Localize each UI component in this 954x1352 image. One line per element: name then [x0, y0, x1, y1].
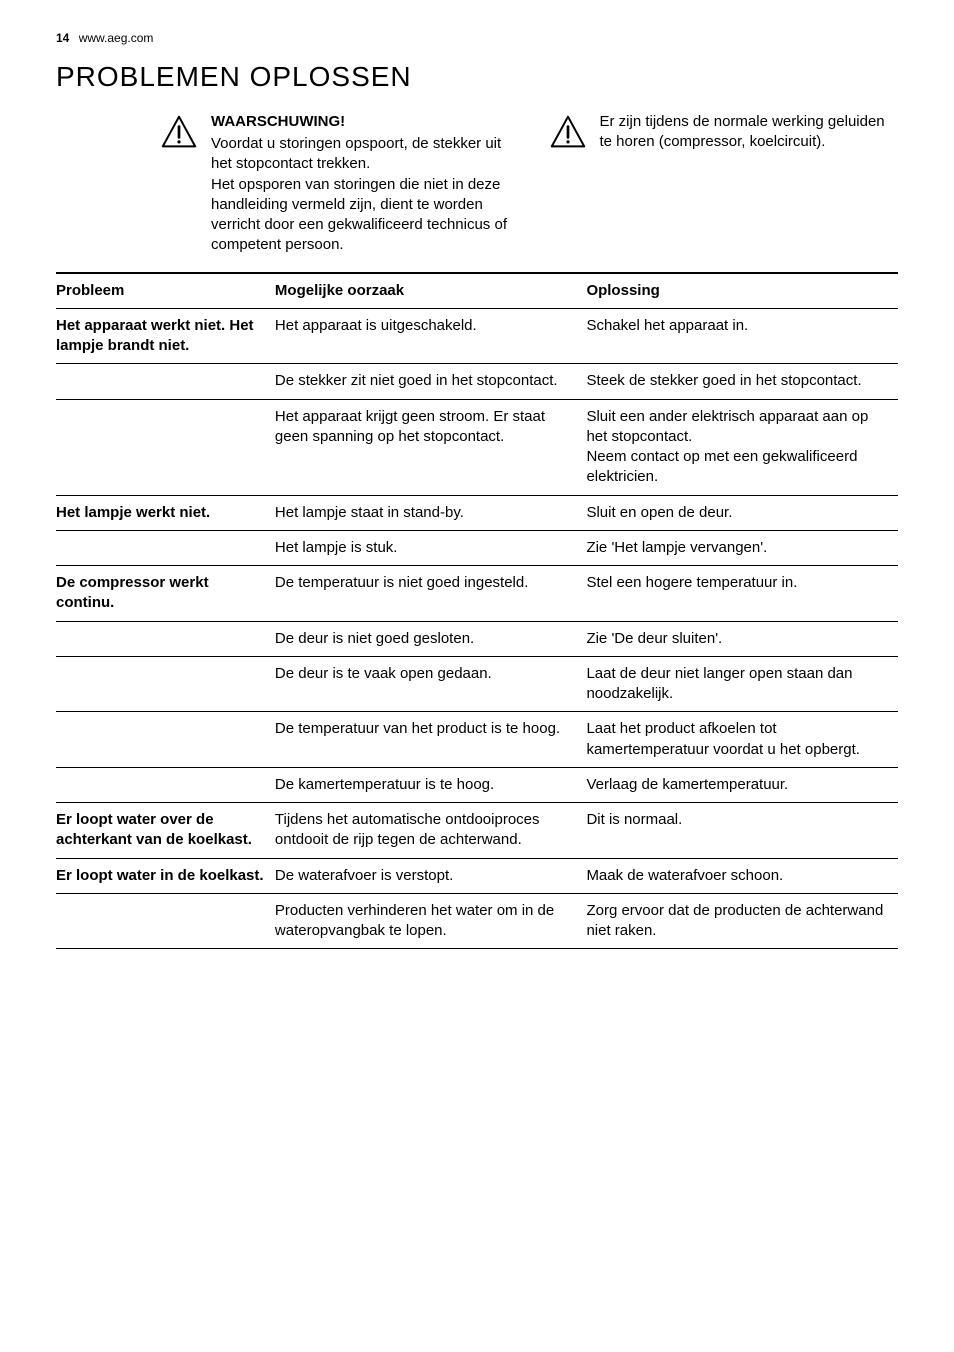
table-row: Er loopt water in de koelkast.De wateraf… [56, 858, 898, 893]
warning-text: WAARSCHUWING! Voordat u storingen opspoo… [211, 112, 510, 256]
notice-row: WAARSCHUWING! Voordat u storingen opspoo… [56, 112, 898, 256]
table-row: De deur is niet goed gesloten.Zie 'De de… [56, 621, 898, 656]
cell-cause: De temperatuur van het product is te hoo… [275, 712, 587, 768]
table-row: Het apparaat werkt niet. Het lampje bran… [56, 308, 898, 364]
cell-cause: Producten verhinderen het water om in de… [275, 893, 587, 949]
cell-solution: Steek de stekker goed in het stopcontact… [586, 364, 898, 399]
cell-solution: Verlaag de kamertemperatuur. [586, 767, 898, 802]
cell-problem: Het apparaat werkt niet. Het lampje bran… [56, 308, 275, 364]
page-number: 14 [56, 31, 69, 45]
troubleshooting-table: Probleem Mogelijke oorzaak Oplossing Het… [56, 272, 898, 950]
cell-solution: Laat de deur niet langer open staan dan … [586, 656, 898, 712]
cell-cause: De waterafvoer is verstopt. [275, 858, 587, 893]
cell-problem [56, 712, 275, 768]
cell-problem: Er loopt water over de achterkant van de… [56, 803, 275, 859]
table-row: De compressor werkt continu.De temperatu… [56, 566, 898, 622]
table-row: Het lampje is stuk.Zie 'Het lampje verva… [56, 530, 898, 565]
table-row: Producten verhinderen het water om in de… [56, 893, 898, 949]
table-header-row: Probleem Mogelijke oorzaak Oplossing [56, 273, 898, 309]
warning-heading: WAARSCHUWING! [211, 112, 510, 132]
cell-problem [56, 530, 275, 565]
cell-cause: De deur is niet goed gesloten. [275, 621, 587, 656]
cell-solution: Maak de waterafvoer schoon. [586, 858, 898, 893]
page-header: 14 www.aeg.com [56, 30, 898, 46]
cell-problem [56, 621, 275, 656]
warning-box: WAARSCHUWING! Voordat u storingen opspoo… [56, 112, 510, 256]
cell-solution: Sluit en open de deur. [586, 495, 898, 530]
cell-cause: Tijdens het automatische ontdooiproces o… [275, 803, 587, 859]
warning-triangle-icon [161, 114, 197, 150]
cell-problem: Er loopt water in de koelkast. [56, 858, 275, 893]
cell-cause: Het lampje is stuk. [275, 530, 587, 565]
table-row: Er loopt water over de achterkant van de… [56, 803, 898, 859]
table-row: De stekker zit niet goed in het stopcont… [56, 364, 898, 399]
cell-solution: Laat het product afkoelen tot kamertempe… [586, 712, 898, 768]
info-triangle-icon [550, 114, 586, 150]
col-cause: Mogelijke oorzaak [275, 273, 587, 309]
table-row: De temperatuur van het product is te hoo… [56, 712, 898, 768]
cell-cause: De temperatuur is niet goed ingesteld. [275, 566, 587, 622]
note-text: Er zijn tijdens de normale werking gelui… [600, 112, 899, 256]
site-url: www.aeg.com [79, 31, 154, 45]
col-solution: Oplossing [586, 273, 898, 309]
cell-cause: De kamertemperatuur is te hoog. [275, 767, 587, 802]
cell-solution: Zorg ervoor dat de producten de achterwa… [586, 893, 898, 949]
cell-solution: Schakel het apparaat in. [586, 308, 898, 364]
note-body: Er zijn tijdens de normale werking gelui… [600, 112, 899, 153]
cell-cause: De stekker zit niet goed in het stopcont… [275, 364, 587, 399]
table-row: Het lampje werkt niet.Het lampje staat i… [56, 495, 898, 530]
cell-cause: Het lampje staat in stand-by. [275, 495, 587, 530]
cell-solution: Dit is normaal. [586, 803, 898, 859]
cell-problem [56, 893, 275, 949]
cell-problem [56, 399, 275, 495]
note-box: Er zijn tijdens de normale werking gelui… [550, 112, 899, 256]
warning-body: Voordat u storingen opspoort, de stekker… [211, 134, 510, 256]
cell-problem [56, 656, 275, 712]
table-row: De kamertemperatuur is te hoog.Verlaag d… [56, 767, 898, 802]
cell-problem: De compressor werkt continu. [56, 566, 275, 622]
cell-problem [56, 767, 275, 802]
cell-solution: Stel een hogere temperatuur in. [586, 566, 898, 622]
cell-solution: Sluit een ander elektrisch apparaat aan … [586, 399, 898, 495]
table-row: De deur is te vaak open gedaan.Laat de d… [56, 656, 898, 712]
cell-cause: Het apparaat krijgt geen stroom. Er staa… [275, 399, 587, 495]
cell-cause: De deur is te vaak open gedaan. [275, 656, 587, 712]
table-row: Het apparaat krijgt geen stroom. Er staa… [56, 399, 898, 495]
cell-solution: Zie 'De deur sluiten'. [586, 621, 898, 656]
cell-solution: Zie 'Het lampje vervangen'. [586, 530, 898, 565]
col-problem: Probleem [56, 273, 275, 309]
table-body: Het apparaat werkt niet. Het lampje bran… [56, 308, 898, 949]
cell-problem: Het lampje werkt niet. [56, 495, 275, 530]
section-title: PROBLEMEN OPLOSSEN [56, 58, 898, 96]
cell-problem [56, 364, 275, 399]
cell-cause: Het apparaat is uitgeschakeld. [275, 308, 587, 364]
